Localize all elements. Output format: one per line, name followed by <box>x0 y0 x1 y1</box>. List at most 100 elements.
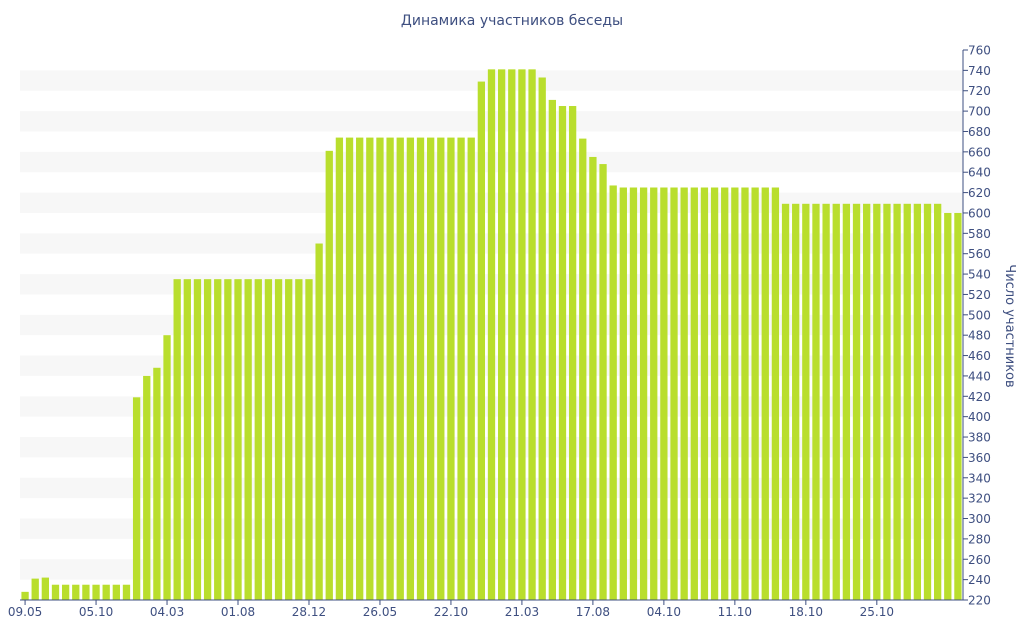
x-tick-label: 21.03 <box>505 605 539 619</box>
y-tick-label: 580 <box>968 227 991 241</box>
bar <box>842 203 851 601</box>
bar <box>356 137 364 600</box>
bar <box>650 187 658 600</box>
bar <box>792 203 800 601</box>
y-tick-label: 280 <box>968 532 991 546</box>
y-tick-label: 500 <box>968 308 991 322</box>
bar <box>589 156 597 600</box>
bar <box>335 137 344 600</box>
bar <box>934 203 942 601</box>
bar <box>913 203 922 601</box>
bar <box>700 187 709 600</box>
bar <box>690 187 698 600</box>
bar <box>214 279 222 600</box>
y-tick-label: 760 <box>968 44 991 58</box>
bar <box>903 203 911 601</box>
y-tick-label: 480 <box>968 329 991 343</box>
bar <box>599 164 607 600</box>
bar <box>244 279 252 600</box>
bar <box>386 137 394 600</box>
bar <box>416 137 425 600</box>
bar <box>366 137 374 600</box>
x-tick-label: 01.08 <box>221 605 255 619</box>
bar <box>852 203 861 601</box>
bar <box>183 279 191 600</box>
bar <box>285 279 293 600</box>
y-tick-label: 740 <box>968 64 991 78</box>
bar <box>457 137 465 600</box>
bar <box>518 69 526 601</box>
y-tick-label: 700 <box>968 105 991 119</box>
y-tick-label: 640 <box>968 166 991 180</box>
bar <box>558 106 567 601</box>
bar <box>325 150 333 600</box>
y-tick-label: 240 <box>968 573 991 587</box>
x-tick-label: 17.08 <box>576 605 610 619</box>
x-tick-label: 11.10 <box>718 605 752 619</box>
bar <box>396 137 404 600</box>
bar <box>102 584 110 600</box>
y-tick-label: 460 <box>968 349 991 363</box>
bar <box>771 187 780 600</box>
bar <box>163 335 171 600</box>
bar <box>41 577 49 600</box>
bar <box>548 99 556 600</box>
y-tick-label: 220 <box>968 594 991 608</box>
bar <box>72 584 80 600</box>
bar <box>31 578 39 600</box>
bar <box>173 279 181 600</box>
bar <box>132 397 141 600</box>
bar <box>264 279 273 600</box>
bar <box>234 279 242 600</box>
bar <box>721 187 729 600</box>
y-tick-label: 420 <box>968 390 991 404</box>
x-tick-label: 22.10 <box>434 605 468 619</box>
bar <box>487 69 496 601</box>
bar <box>954 212 962 600</box>
bar <box>295 279 303 600</box>
bar <box>579 138 587 601</box>
y-tick-label: 380 <box>968 431 991 445</box>
x-tick-label: 09.05 <box>8 605 42 619</box>
y-tick-label: 720 <box>968 84 991 98</box>
y-tick-label: 520 <box>968 288 991 302</box>
bar <box>944 212 952 600</box>
bar <box>122 584 131 600</box>
bar <box>660 187 668 600</box>
x-tick-label: 05.10 <box>79 605 113 619</box>
y-tick-label: 440 <box>968 369 991 383</box>
bar <box>710 187 719 600</box>
bar <box>427 137 435 600</box>
bar <box>893 203 901 601</box>
y-tick-label: 320 <box>968 492 991 506</box>
y-tick-label: 560 <box>968 247 991 261</box>
bar <box>863 203 871 601</box>
bar <box>92 584 100 600</box>
bar <box>802 203 810 601</box>
bar <box>203 279 212 600</box>
y-axis-label: Число участников <box>1002 264 1017 387</box>
y-tick-label: 300 <box>968 512 991 526</box>
y-tick-label: 540 <box>968 268 991 282</box>
bar <box>873 203 881 601</box>
bar <box>497 69 506 601</box>
bar <box>51 584 60 600</box>
bar <box>437 137 445 600</box>
bar <box>528 69 536 601</box>
bar <box>467 137 475 600</box>
y-tick-label: 620 <box>968 186 991 200</box>
x-tick-label: 28.12 <box>292 605 326 619</box>
bar <box>376 137 384 600</box>
x-tick-label: 26.05 <box>363 605 397 619</box>
bar <box>670 187 678 600</box>
bar <box>923 203 932 601</box>
y-tick-label: 260 <box>968 553 991 567</box>
x-tick-label: 18.10 <box>789 605 823 619</box>
bar <box>315 243 323 600</box>
bar <box>112 584 120 600</box>
y-tick-label: 400 <box>968 410 991 424</box>
x-tick-label: 25.10 <box>860 605 894 619</box>
bar <box>193 279 202 600</box>
